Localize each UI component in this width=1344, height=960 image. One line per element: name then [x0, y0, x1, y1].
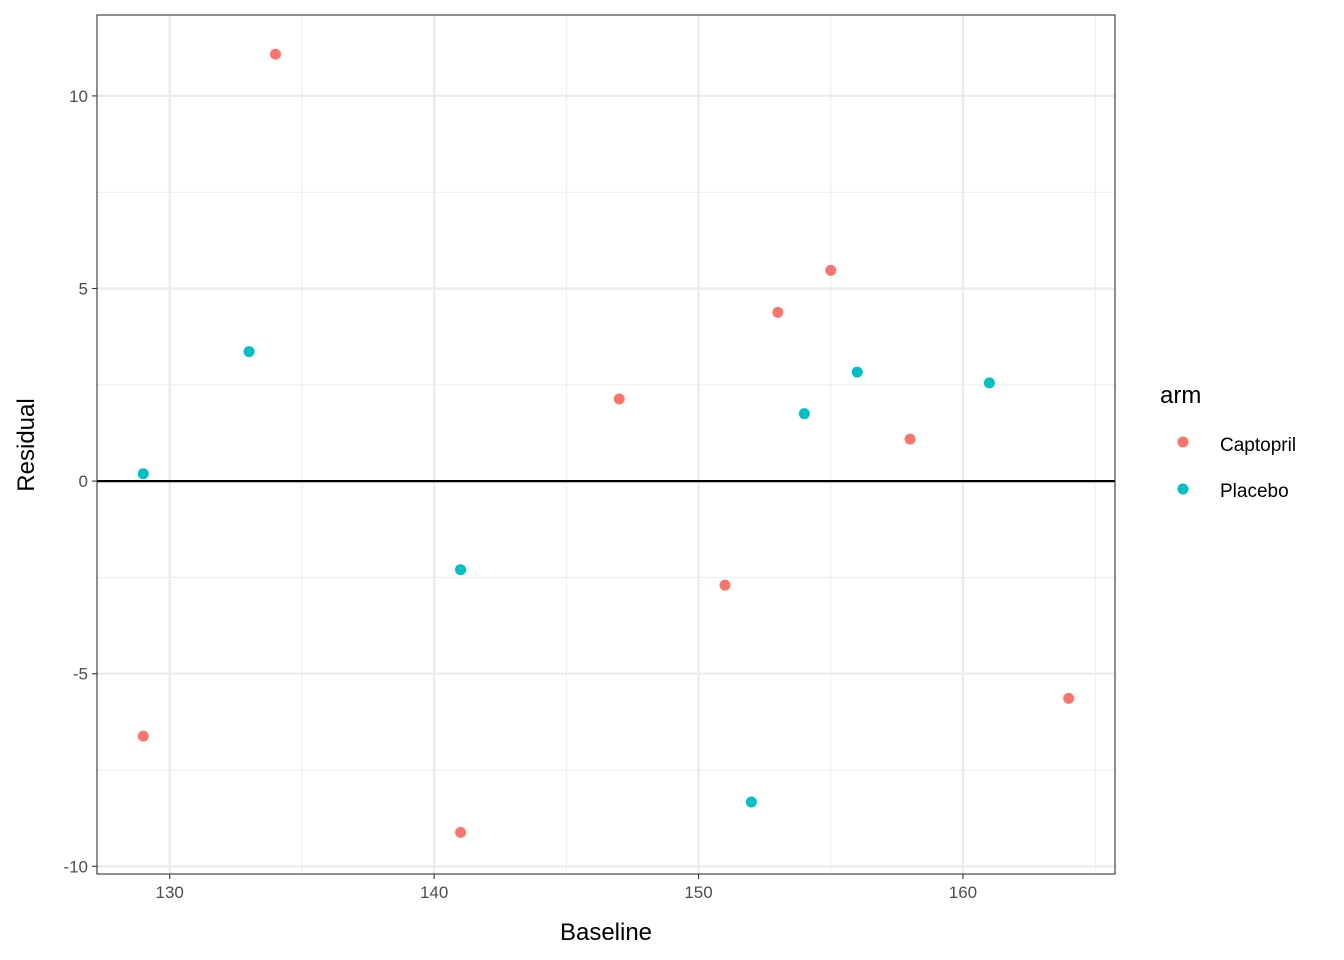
data-point-placebo: [137, 468, 149, 480]
y-tick-label: 5: [79, 279, 88, 298]
x-tick-label: 130: [156, 883, 184, 902]
data-point-placebo: [243, 346, 255, 358]
x-tick-label: 140: [420, 883, 448, 902]
y-tick-label: 10: [69, 87, 88, 106]
data-point-captopril: [904, 433, 916, 445]
x-tick-label: 160: [949, 883, 977, 902]
grid-lines: [97, 15, 1115, 874]
data-point-captopril: [719, 579, 731, 591]
x-tick-label: 150: [684, 883, 712, 902]
data-point-captopril: [137, 730, 149, 742]
y-tick-label: -10: [63, 857, 88, 876]
legend-key-placebo: [1177, 483, 1189, 495]
data-points: [137, 48, 1075, 838]
legend: arm Captopril Placebo: [1160, 382, 1296, 502]
y-axis-title: Residual: [13, 398, 40, 491]
data-point-captopril: [455, 826, 467, 838]
data-point-placebo: [745, 796, 757, 808]
y-tick-label: 0: [79, 472, 88, 491]
legend-title: arm: [1160, 382, 1201, 409]
data-point-placebo: [983, 377, 995, 389]
data-point-placebo: [851, 366, 863, 378]
data-point-placebo: [798, 408, 810, 420]
plot-panel: [97, 15, 1115, 874]
x-axis-title: Baseline: [560, 919, 652, 946]
legend-label-captopril: Captopril: [1220, 435, 1296, 456]
data-point-captopril: [613, 393, 625, 405]
legend-label-placebo: Placebo: [1220, 481, 1289, 502]
y-tick-label: -5: [73, 665, 88, 684]
data-point-captopril: [269, 48, 281, 60]
data-point-captopril: [772, 306, 784, 318]
data-point-placebo: [455, 564, 467, 576]
data-point-captopril: [1063, 692, 1075, 704]
data-point-captopril: [825, 264, 837, 276]
legend-key-captopril: [1177, 436, 1189, 448]
plot-border: [96, 14, 1116, 875]
axis-ticks: 130 140 150 160 -10 -5 0 5 10: [63, 87, 977, 902]
